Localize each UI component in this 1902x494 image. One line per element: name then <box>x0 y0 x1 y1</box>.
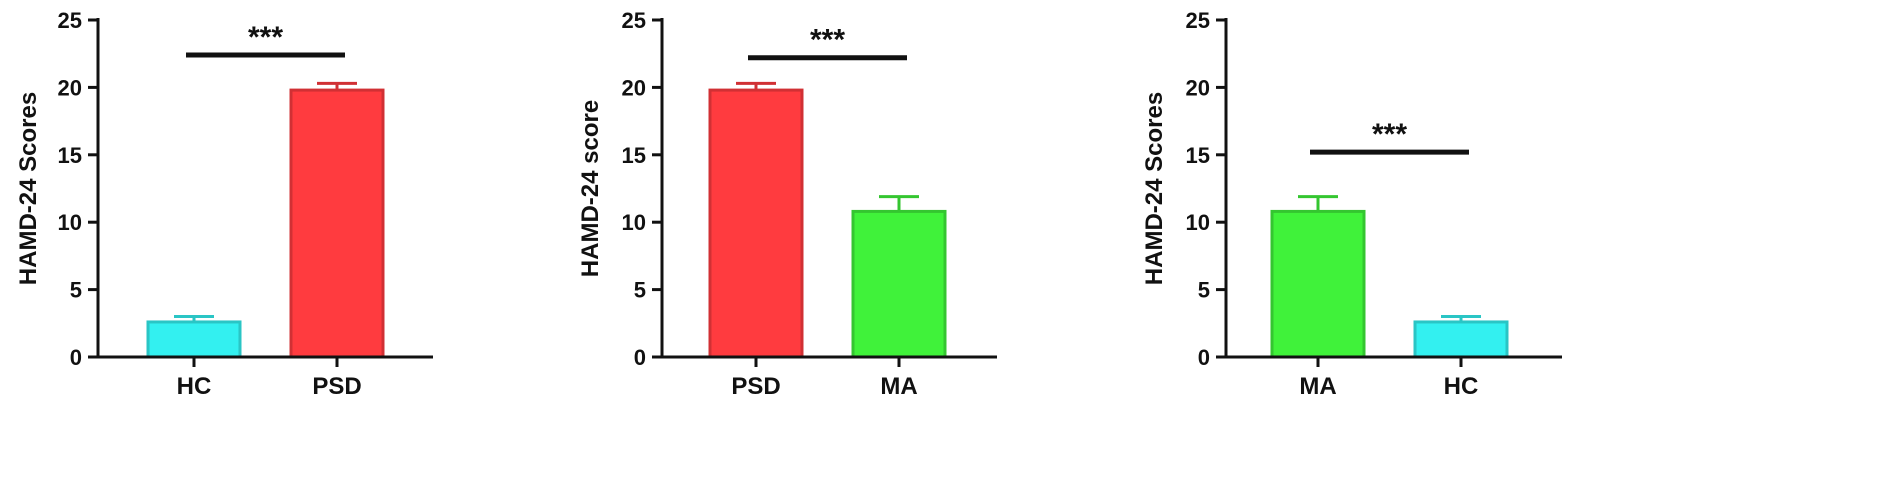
y-tick-label: 5 <box>70 278 82 303</box>
bar-hc <box>146 320 242 359</box>
y-axis-label: HAMD-24 Scores <box>1141 92 1168 285</box>
bar-ma <box>851 209 947 359</box>
y-tick-label: 25 <box>1186 8 1210 33</box>
significance-label: *** <box>810 24 845 57</box>
x-tick-label-psd: PSD <box>731 373 780 400</box>
y-tick-label: 20 <box>58 75 82 100</box>
y-axis-label: HAMD-24 score <box>577 100 604 277</box>
x-tick-label-hc: HC <box>1444 373 1479 400</box>
y-tick-label: 15 <box>58 143 82 168</box>
bar-psd <box>289 88 385 359</box>
chart-panel-1: HC PSD 0 5 10 15 20 25 HAMD-24 Scores *** <box>15 8 433 400</box>
bar-ma <box>1270 209 1366 359</box>
y-tick-label: 0 <box>1198 345 1210 370</box>
y-tick-label: 10 <box>622 210 646 235</box>
y-tick-label: 5 <box>634 278 646 303</box>
y-tick-label: 25 <box>58 8 82 33</box>
y-axis-label: HAMD-24 Scores <box>15 92 42 285</box>
y-tick-label: 20 <box>622 75 646 100</box>
y-tick-label: 0 <box>70 345 82 370</box>
y-tick-label: 0 <box>634 345 646 370</box>
bar-psd <box>708 88 804 359</box>
chart-panel-2: PSD MA 0 5 10 15 20 25 HAMD-24 score *** <box>577 8 997 400</box>
bar-hc <box>1413 320 1509 359</box>
y-tick-label: 10 <box>58 210 82 235</box>
y-tick-label: 25 <box>622 8 646 33</box>
significance-label: *** <box>1372 118 1407 151</box>
x-tick-label-hc: HC <box>177 373 212 400</box>
x-tick-label-psd: PSD <box>312 373 361 400</box>
y-tick-label: 20 <box>1186 75 1210 100</box>
y-tick-label: 15 <box>1186 143 1210 168</box>
x-tick-label-ma: MA <box>880 373 917 400</box>
chart-panel-3: MA HC 0 5 10 15 20 25 HAMD-24 Scores *** <box>1141 8 1562 400</box>
y-tick-label: 5 <box>1198 278 1210 303</box>
x-tick-label-ma: MA <box>1299 373 1336 400</box>
y-tick-label: 15 <box>622 143 646 168</box>
y-tick-label: 10 <box>1186 210 1210 235</box>
significance-label: *** <box>248 21 283 54</box>
